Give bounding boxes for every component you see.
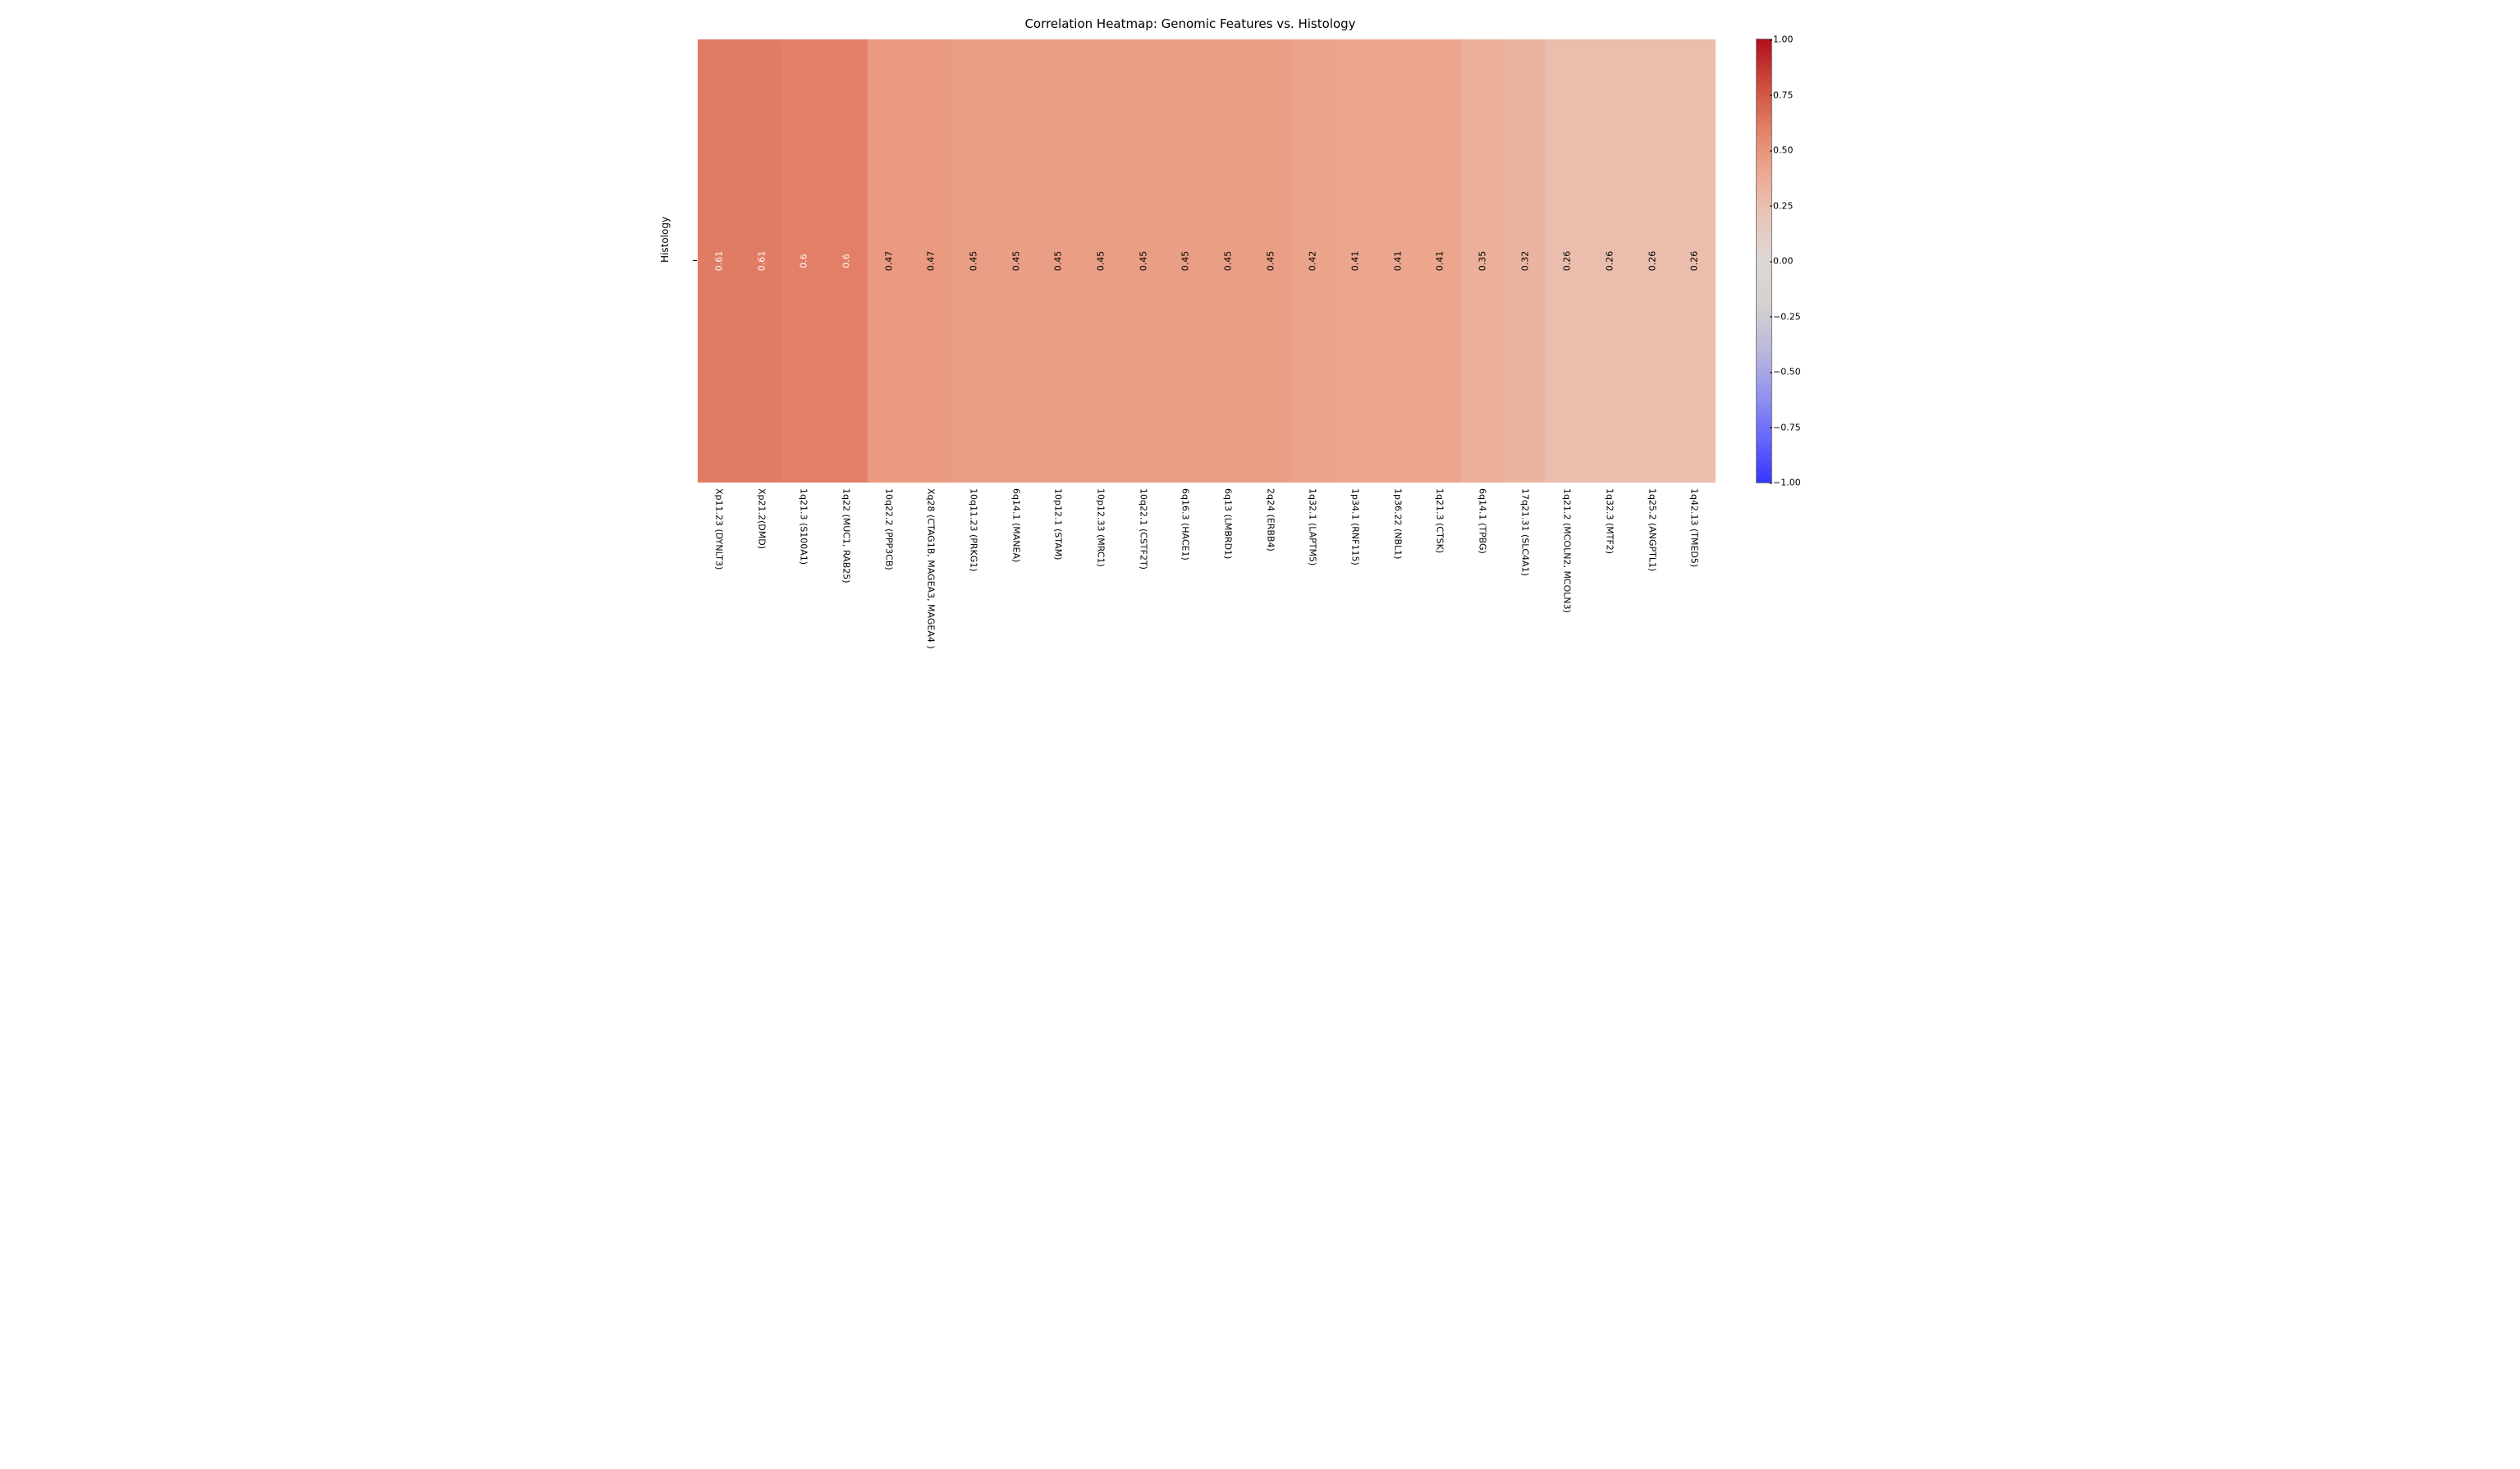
heatmap-cell: 0.26 <box>1546 39 1588 483</box>
heatmap-cell: 0.35 <box>1461 39 1504 483</box>
colorbar-tick: −0.50 <box>1773 367 1801 378</box>
cell-annotation: 0.45 <box>968 251 978 272</box>
y-tick-mark <box>693 260 697 261</box>
colorbar-tick: −1.00 <box>1773 478 1801 488</box>
cell-annotation: 0.41 <box>1349 251 1360 272</box>
cell-annotation: 0.6 <box>841 254 851 268</box>
heatmap-cell: 0.61 <box>698 39 740 483</box>
heatmap-cell: 0.45 <box>1207 39 1249 483</box>
x-tick-label: 1q25.2 (ANGPTL1) <box>1647 488 1657 571</box>
x-tick-label: 1q42.13 (TMED5) <box>1689 488 1700 567</box>
x-tick-label: 6q14.1 (TPBG) <box>1477 488 1487 554</box>
x-tick-label: 10q22.2 (PPP3CB) <box>883 488 894 570</box>
cell-annotation: 0.45 <box>1010 251 1021 272</box>
x-tick-label: Xp11.23 (DYNLT3) <box>713 488 724 570</box>
heatmap-cell: 0.32 <box>1504 39 1546 483</box>
colorbar-tick: 0.50 <box>1773 145 1794 156</box>
colorbar-tick: 1.00 <box>1773 34 1794 45</box>
heatmap-cell: 0.26 <box>1631 39 1674 483</box>
cell-annotation: 0.61 <box>713 251 724 272</box>
heatmap-cell: 0.61 <box>740 39 783 483</box>
cell-annotation: 0.41 <box>1435 251 1446 272</box>
cell-annotation: 0.61 <box>756 251 767 272</box>
x-tick-label: 10p12.1 (STAM) <box>1053 488 1064 560</box>
heatmap-cell: 0.45 <box>1122 39 1165 483</box>
x-tick-label: 6q14.1 (MANEA) <box>1010 488 1021 562</box>
heatmap-cell: 0.41 <box>1334 39 1377 483</box>
cell-annotation: 0.26 <box>1689 251 1700 272</box>
colorbar-tick: 0.00 <box>1773 256 1794 267</box>
y-axis-label: Histology <box>659 217 671 263</box>
heatmap-cell: 0.47 <box>909 39 952 483</box>
colorbar-tick: 0.25 <box>1773 200 1794 211</box>
heatmap-cell: 0.6 <box>825 39 868 483</box>
heatmap-grid: 0.61 0.61 0.6 0.6 0.47 0.47 0.45 0.45 0.45 0.45 0.… <box>698 39 1716 483</box>
heatmap-cell: 0.45 <box>1079 39 1122 483</box>
cell-annotation: 0.26 <box>1562 251 1573 272</box>
heatmap-cell: 0.45 <box>952 39 995 483</box>
heatmap-cell: 0.41 <box>1418 39 1461 483</box>
x-tick-label: 1q21.3 (S100A1) <box>799 488 809 565</box>
x-tick-label: 10p12.33 (MRC1) <box>1095 488 1106 567</box>
cell-annotation: 0.45 <box>1138 251 1148 272</box>
x-tick-label: Xp21.2(DMD) <box>756 488 767 549</box>
colorbar-tick: 0.75 <box>1773 89 1794 100</box>
heatmap-cell: 0.45 <box>1037 39 1079 483</box>
x-tick-label: 1q32.3 (MTF2) <box>1604 488 1615 554</box>
heatmap-cell: 0.45 <box>1164 39 1207 483</box>
colorbar-tick: −0.25 <box>1773 311 1801 322</box>
cell-annotation: 0.45 <box>1053 251 1064 272</box>
colorbar: 1.000.750.500.250.00−0.25−0.50−0.75−1.00 <box>1757 39 1847 483</box>
x-tick-label: 1q22 (MUC1, RAB25) <box>841 488 851 583</box>
x-tick-label: 17q21.31 (SLC4A1) <box>1519 488 1530 576</box>
x-tick-label: 1p34.1 (RNF115) <box>1349 488 1360 565</box>
x-tick-label: 1q32.1 (LAPTM5) <box>1308 488 1318 565</box>
cell-annotation: 0.45 <box>1180 251 1191 272</box>
chart-title: Correlation Heatmap: Genomic Features vs… <box>665 16 1716 31</box>
cell-annotation: 0.45 <box>1095 251 1106 272</box>
x-tick-label: 2q24 (ERBB4) <box>1265 488 1276 551</box>
cell-annotation: 0.45 <box>1222 251 1233 272</box>
heatmap-cell: 0.26 <box>1588 39 1631 483</box>
cell-annotation: 0.26 <box>1647 251 1657 272</box>
x-tick-label: 1q21.3 (CTSK) <box>1435 488 1446 553</box>
heatmap-cell: 0.42 <box>1291 39 1334 483</box>
figure: Correlation Heatmap: Genomic Features vs… <box>665 16 1855 730</box>
x-tick-label: 1p36.22 (NBL1) <box>1392 488 1403 559</box>
cell-annotation: 0.26 <box>1604 251 1615 272</box>
heatmap-cell: 0.45 <box>995 39 1038 483</box>
heatmap-cell: 0.47 <box>868 39 910 483</box>
cell-annotation: 0.42 <box>1308 251 1318 272</box>
cell-annotation: 0.32 <box>1519 251 1530 272</box>
x-tick-label: Xq28 (CTAG1B, MAGEA3, MAGEA4 ) <box>926 488 937 649</box>
x-tick-label: 6q16.3 (HACE1) <box>1180 488 1191 561</box>
x-tick-label: 10q11.23 (PRKG1) <box>968 488 978 572</box>
cell-annotation: 0.47 <box>926 251 937 272</box>
colorbar-tick: −0.75 <box>1773 422 1801 432</box>
cell-annotation: 0.47 <box>883 251 894 272</box>
x-tick-label: 10q22.1 (CSTF2T) <box>1138 488 1148 570</box>
heatmap-cell: 0.45 <box>1249 39 1292 483</box>
heatmap-cell: 0.41 <box>1377 39 1419 483</box>
cell-annotation: 0.35 <box>1477 251 1487 272</box>
x-tick-label: 1q21.2 (MCOLN2, MCOLN3) <box>1562 488 1573 613</box>
cell-annotation: 0.6 <box>799 254 809 268</box>
cell-annotation: 0.41 <box>1392 251 1403 272</box>
heatmap-cell: 0.26 <box>1673 39 1716 483</box>
x-tick-label: 6q13 (LMBRD1) <box>1222 488 1233 559</box>
cell-annotation: 0.45 <box>1265 251 1276 272</box>
heatmap-cell: 0.6 <box>782 39 825 483</box>
